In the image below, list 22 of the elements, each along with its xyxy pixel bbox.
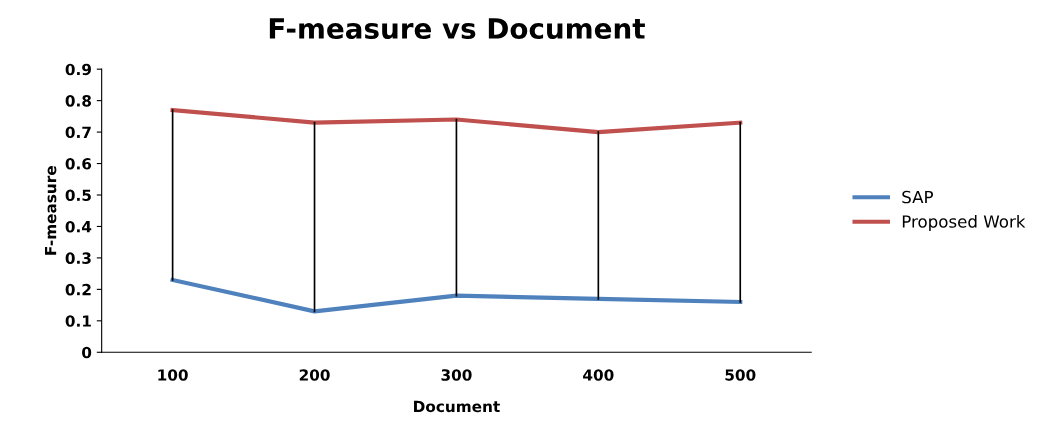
x-tick-label: 200 [299,369,330,381]
y-axis-title: F-measure [45,166,57,255]
line-series [170,107,743,135]
x-tick-label: 300 [441,369,472,381]
y-tick-label: 0.1 [65,315,91,327]
x-tick-label: 500 [725,369,756,381]
y-tick-label: 0.9 [65,63,91,76]
y-tick-label: 0.5 [65,189,91,202]
line-series [170,277,743,314]
y-tick-label: 0 [82,346,92,359]
chart-title: F-measure vs Document [269,18,645,40]
legend-label: SAP [902,190,934,204]
y-tick-label: 0.2 [65,283,91,296]
y-tick-label: 0.3 [65,252,91,264]
x-tick-label: 100 [158,369,188,381]
y-tick-label: 0.8 [65,95,91,107]
y-tick-label: 0.7 [65,126,91,139]
legend-label: Proposed Work [902,214,1026,232]
y-tick-label: 0.6 [65,158,92,170]
y-tick-label: 0.4 [65,220,92,233]
x-tick-label: 400 [583,369,614,381]
x-axis-title: Document [414,400,500,413]
